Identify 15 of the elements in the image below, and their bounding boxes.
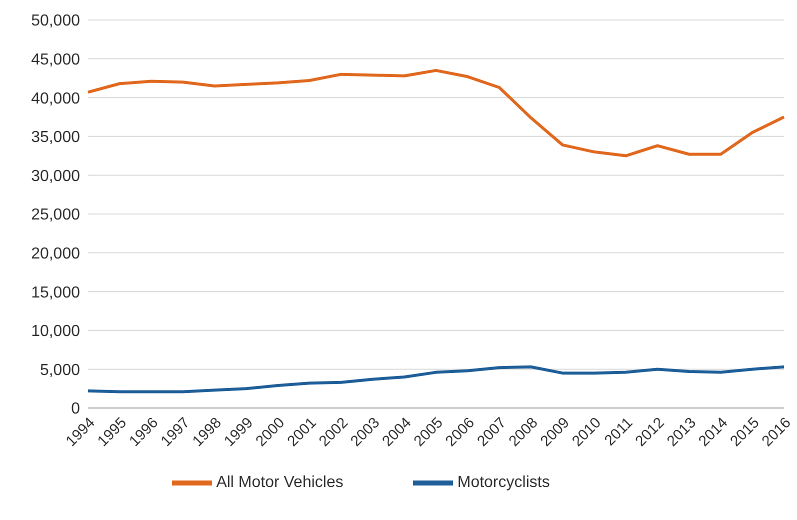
legend-label: Motorcyclists — [457, 474, 550, 492]
y-tick-label: 40,000 — [31, 90, 80, 108]
line-series — [86, 365, 786, 394]
y-tick-label: 10,000 — [31, 323, 80, 340]
y-tick-label: 0 — [71, 400, 80, 418]
y-tick-label: 30,000 — [31, 168, 80, 185]
y-tick-label: 25,000 — [31, 206, 80, 224]
y-tick-label: 45,000 — [31, 51, 80, 68]
y-tick-label: 5,000 — [40, 362, 80, 379]
line-series — [86, 68, 786, 158]
legend-label: All Motor Vehicles — [216, 474, 344, 492]
y-tick-label: 50,000 — [31, 12, 80, 30]
y-tick-label: 35,000 — [31, 129, 80, 146]
y-tick-label: 20,000 — [31, 245, 80, 262]
y-tick-label: 15,000 — [31, 284, 80, 302]
